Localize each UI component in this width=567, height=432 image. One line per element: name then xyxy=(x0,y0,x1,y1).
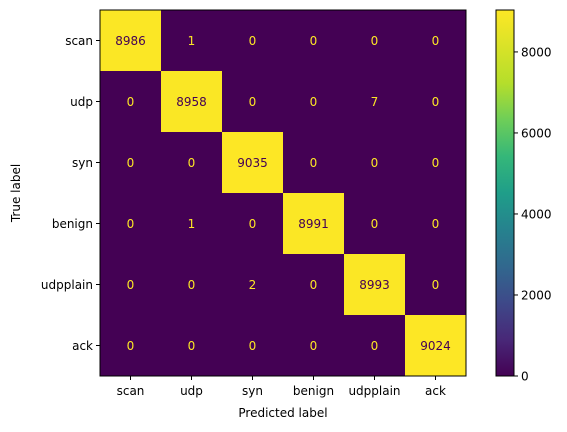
cell-value-label: 0 xyxy=(432,95,440,109)
heatmap-cell xyxy=(161,254,223,316)
x-tick-label: ack xyxy=(425,384,446,398)
heatmap-cell xyxy=(405,315,467,377)
cell-value-label: 0 xyxy=(371,34,379,48)
cell-value-label: 0 xyxy=(127,339,135,353)
cell-value-label: 0 xyxy=(310,156,318,170)
cell-value-label: 1 xyxy=(188,217,196,231)
cell-value-label: 1 xyxy=(188,34,196,48)
x-tick-label: udp xyxy=(180,384,203,398)
plot-frame xyxy=(99,9,467,377)
cell-value-label: 0 xyxy=(310,339,318,353)
cell-value-label: 0 xyxy=(188,339,196,353)
x-axis-ticks: scan udp syn benign udpplain ack xyxy=(117,376,446,398)
cell-value-label: 0 xyxy=(127,156,135,170)
cell-value-label: 0 xyxy=(188,278,196,292)
heatmap-cell xyxy=(283,132,345,194)
cell-value-label: 0 xyxy=(249,217,257,231)
colorbar-tick-label: 6000 xyxy=(521,126,552,140)
heatmap-cell xyxy=(405,193,467,255)
heatmap-cell xyxy=(344,132,406,194)
heatmap-cell xyxy=(283,71,345,133)
heatmap-cell xyxy=(161,71,223,133)
heatmap-cell xyxy=(100,254,162,316)
heatmap-cell xyxy=(222,71,284,133)
cell-value-label: 0 xyxy=(371,156,379,170)
heatmap-cell xyxy=(100,10,162,72)
heatmap-cell xyxy=(161,10,223,72)
heatmap-cell xyxy=(405,71,467,133)
cell-value-label: 0 xyxy=(127,217,135,231)
heatmap-cell xyxy=(405,10,467,72)
x-tick-label: udpplain xyxy=(348,384,400,398)
heatmap-cell xyxy=(283,254,345,316)
heatmap-cell xyxy=(344,71,406,133)
heatmap-cell xyxy=(222,193,284,255)
colorbar-ticks: 0 2000 4000 6000 8000 xyxy=(514,45,552,384)
y-tick-label: ack xyxy=(72,339,93,353)
cell-value-label: 9035 xyxy=(237,156,268,170)
x-axis-label: Predicted label xyxy=(238,406,327,420)
heatmap-cell xyxy=(283,10,345,72)
heatmap-cell xyxy=(161,315,223,377)
heatmap-cell xyxy=(100,132,162,194)
heatmap-cell xyxy=(222,315,284,377)
colorbar-tick-label: 8000 xyxy=(521,45,552,59)
heatmap-cell xyxy=(405,132,467,194)
y-axis-ticks: scan udp syn benign udpplain ack xyxy=(41,34,100,353)
cell-value-label: 0 xyxy=(188,156,196,170)
heatmap-cell xyxy=(222,254,284,316)
cell-value-label: 0 xyxy=(432,278,440,292)
x-tick-label: benign xyxy=(293,384,334,398)
heatmap-cell xyxy=(405,254,467,316)
cell-value-label: 0 xyxy=(310,95,318,109)
cell-value-label: 8993 xyxy=(359,278,390,292)
heatmap-cells xyxy=(100,10,467,377)
colorbar-tick-label: 4000 xyxy=(521,207,552,221)
heatmap-cell xyxy=(344,10,406,72)
cell-value-label: 0 xyxy=(432,217,440,231)
cell-value-label: 8986 xyxy=(115,34,146,48)
cell-value-label: 8991 xyxy=(298,217,329,231)
y-axis-label: True label xyxy=(9,164,23,223)
heatmap-cell xyxy=(222,132,284,194)
y-tick-label: scan xyxy=(65,34,93,48)
cell-value-label: 0 xyxy=(432,34,440,48)
y-tick-label: syn xyxy=(72,156,93,170)
cell-value-label: 0 xyxy=(249,34,257,48)
x-tick-label: syn xyxy=(242,384,263,398)
cell-value-label: 0 xyxy=(127,95,135,109)
heatmap-cell xyxy=(344,254,406,316)
heatmap-cell xyxy=(344,193,406,255)
colorbar xyxy=(495,9,515,377)
cell-value-label: 0 xyxy=(432,156,440,170)
heatmap-cell xyxy=(161,193,223,255)
y-tick-label: udp xyxy=(70,95,93,109)
heatmap-cell xyxy=(222,10,284,72)
cell-value-label: 0 xyxy=(249,95,257,109)
x-tick-label: scan xyxy=(117,384,145,398)
cell-value-label: 2 xyxy=(249,278,257,292)
heatmap-cell xyxy=(100,71,162,133)
colorbar-tick-label: 0 xyxy=(521,370,529,384)
colorbar-tick-label: 2000 xyxy=(521,288,552,302)
heatmap-cell xyxy=(344,315,406,377)
cell-value-labels: 8986 1 0 0 0 0 0 8958 0 0 7 0 0 0 9035 0 0 0 0 1 0 8991 0 0 0 0 2 0… xyxy=(115,34,451,353)
cell-value-label: 7 xyxy=(371,95,379,109)
cell-value-label: 8958 xyxy=(176,95,207,109)
y-tick-label: benign xyxy=(52,217,93,231)
cell-value-label: 0 xyxy=(310,34,318,48)
heatmap-cell xyxy=(283,193,345,255)
cell-value-label: 0 xyxy=(249,339,257,353)
heatmap-cell xyxy=(283,315,345,377)
cell-value-label: 0 xyxy=(371,339,379,353)
cell-value-label: 9024 xyxy=(420,339,451,353)
cell-value-label: 0 xyxy=(310,278,318,292)
heatmap-cell xyxy=(100,193,162,255)
y-tick-label: udpplain xyxy=(41,278,93,292)
heatmap-cell xyxy=(100,315,162,377)
cell-value-label: 0 xyxy=(371,217,379,231)
cell-value-label: 0 xyxy=(127,278,135,292)
heatmap-cell xyxy=(161,132,223,194)
